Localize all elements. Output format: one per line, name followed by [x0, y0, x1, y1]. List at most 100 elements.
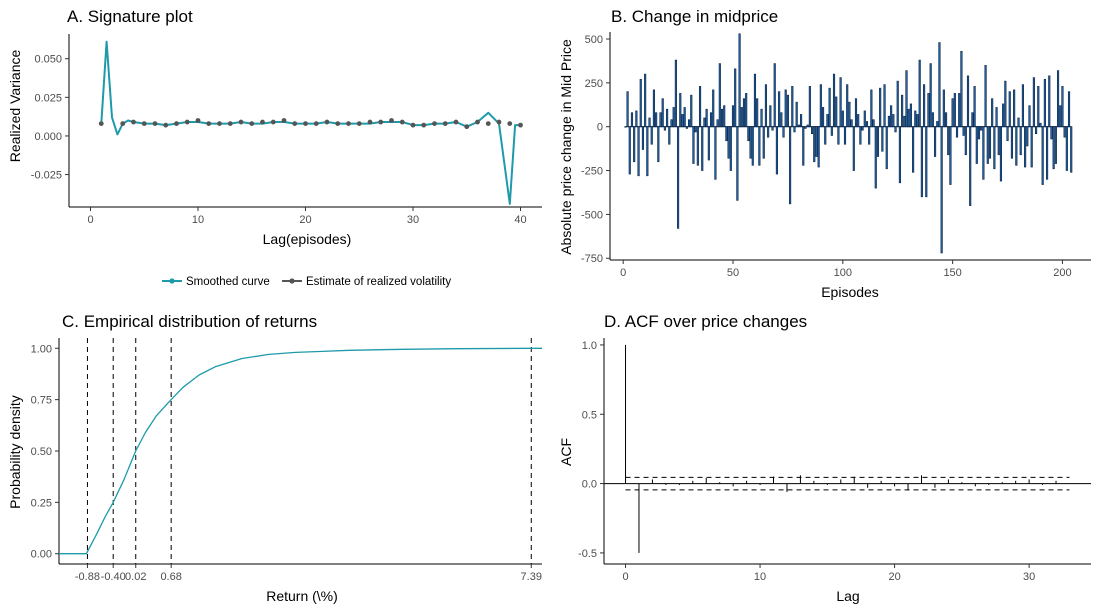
midprice-change-bar	[986, 126, 989, 164]
panel-c-empirical-distribution: C. Empirical distribution of returns Ret…	[7, 312, 542, 604]
midprice-change-bar	[644, 73, 647, 128]
midprice-change-bar	[846, 84, 849, 128]
panel-a-ylabel: Realized Variance	[7, 50, 23, 163]
midprice-change-bar	[944, 112, 948, 128]
midprice-change-bar	[782, 126, 785, 138]
midprice-change-bar	[808, 86, 811, 128]
realized-volatility-point	[174, 121, 179, 126]
midprice-change-bar	[936, 121, 939, 128]
midprice-change-bar	[980, 126, 983, 131]
midprice-change-bar	[1026, 126, 1029, 147]
midprice-change-bar	[1054, 126, 1057, 164]
midprice-change-bar	[707, 126, 710, 161]
midprice-change-bar	[630, 112, 634, 128]
midprice-change-bar	[988, 126, 992, 159]
midprice-change-bar	[991, 98, 994, 128]
midprice-change-bar	[1070, 126, 1073, 173]
midprice-change-bar	[984, 65, 987, 128]
midprice-change-bar	[839, 77, 842, 128]
midprice-change-bar	[815, 126, 818, 157]
midprice-change-bar	[969, 126, 972, 206]
midprice-change-bar	[830, 126, 833, 136]
midprice-change-bar	[960, 50, 963, 128]
y-tick-label: -500	[581, 209, 603, 221]
panel-a-signature-plot: A. Signature plot Lag(episodes) Realized…	[7, 7, 542, 288]
midprice-change-bar	[1028, 105, 1031, 128]
x-tick-label: 10	[192, 214, 204, 226]
midprice-change-bar	[687, 119, 691, 128]
midprice-change-bar	[725, 126, 728, 142]
midprice-change-bar	[909, 103, 912, 128]
realized-volatility-point	[313, 121, 319, 126]
realized-volatility-point	[303, 121, 308, 126]
midprice-change-bar	[756, 98, 759, 128]
midprice-change-bar	[690, 94, 693, 128]
midprice-change-bar	[628, 126, 631, 175]
midprice-change-bar	[872, 119, 875, 128]
midprice-change-bar	[824, 126, 827, 145]
panel-d-axes: 0 10 20 30 -0.5 0.0 0.5 1.0	[578, 338, 1091, 583]
panel-a-legend: Smoothed curve Estimate of realized vola…	[162, 276, 451, 288]
panel-c-ylabel: Probability density	[7, 395, 23, 509]
realized-volatility-point	[442, 121, 448, 126]
x-tick-label: 0	[620, 267, 626, 279]
midprice-change-bar	[791, 86, 794, 128]
midprice-change-bar	[837, 126, 840, 145]
midprice-change-bar	[626, 91, 629, 128]
midprice-change-bar	[828, 87, 831, 128]
midprice-change-bar	[1021, 84, 1024, 128]
midprice-change-bar	[639, 79, 642, 128]
midprice-change-bar	[734, 68, 737, 128]
midprice-change-bar	[633, 126, 636, 163]
panel-c-title: C. Empirical distribution of returns	[62, 312, 317, 331]
midprice-change-bar	[1024, 126, 1027, 168]
midprice-change-bar	[771, 126, 774, 131]
x-tick-label: 150	[943, 267, 961, 279]
x-tick-label: 40	[514, 214, 526, 226]
x-tick-label: 7.39	[521, 571, 542, 583]
midprice-change-bar	[677, 126, 680, 229]
midprice-change-bar	[819, 84, 822, 128]
x-tick-label: 10	[754, 571, 766, 583]
realized-volatility-point	[453, 119, 459, 125]
midprice-change-bar	[789, 126, 792, 205]
panel-d-ylabel: ACF	[558, 438, 574, 466]
midprice-change-bar	[769, 105, 772, 128]
ecdf-curve	[59, 347, 542, 555]
realized-volatility-point	[195, 118, 201, 123]
midprice-change-bar	[1008, 91, 1011, 128]
y-tick-label: 0	[597, 122, 603, 134]
midprice-change-bar	[951, 98, 954, 128]
midprice-change-bar	[652, 89, 655, 128]
midprice-change-bar	[876, 126, 880, 157]
midprice-change-bar	[696, 126, 699, 166]
realized-volatility-point	[356, 121, 362, 126]
midprice-change-bar	[1006, 126, 1009, 142]
midprice-change-bar	[826, 114, 829, 128]
midprice-change-bar	[850, 119, 853, 128]
midprice-change-bar	[1048, 75, 1051, 128]
y-tick-label: 250	[585, 78, 603, 90]
realized-volatility-point	[292, 121, 298, 126]
realized-volatility-point	[270, 119, 276, 125]
panel-b-axes: 0 50 100 150 200 -750 -500 -250 0 250 500	[581, 32, 1091, 279]
midprice-change-bar	[874, 126, 877, 189]
midprice-change-bar	[854, 98, 858, 128]
realized-volatility-point	[217, 121, 222, 126]
midprice-change-bar	[995, 107, 998, 128]
midprice-change-bar	[637, 126, 640, 177]
midprice-change-bar	[679, 93, 682, 128]
midprice-change-bar	[683, 107, 686, 128]
y-tick-label: 500	[585, 34, 603, 46]
midprice-change-bar	[810, 126, 814, 135]
midprice-change-bar	[859, 126, 862, 145]
panel-b-ylabel: Absolute price change in Mid Price	[558, 39, 574, 255]
y-tick-label: 0.5	[582, 409, 597, 421]
midprice-change-bar	[1052, 126, 1055, 170]
midprice-change-bar	[666, 108, 669, 128]
realized-volatility-point	[260, 119, 265, 125]
midprice-change-bar	[931, 112, 934, 128]
midprice-change-bar	[1041, 126, 1044, 185]
midprice-change-bar	[1019, 126, 1022, 156]
